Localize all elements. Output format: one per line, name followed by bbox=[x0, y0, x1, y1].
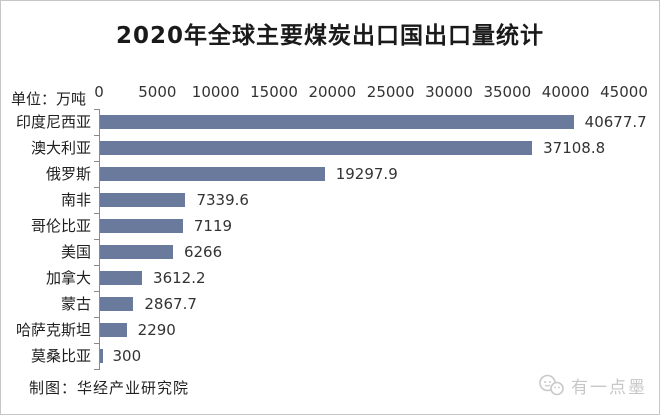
y-axis-tick-mark bbox=[94, 317, 100, 318]
bar-row: 7119 bbox=[100, 213, 624, 239]
bar bbox=[100, 271, 143, 285]
x-tick-label: 30000 bbox=[425, 83, 473, 101]
y-axis-tick-mark bbox=[94, 343, 100, 344]
category-label: 哥伦比亚 bbox=[30, 217, 91, 235]
x-tick-label: 15000 bbox=[250, 83, 298, 101]
x-tick-label: 25000 bbox=[366, 83, 415, 101]
y-axis-tick-mark bbox=[94, 109, 100, 110]
chart-title: 2020年全球主要煤炭出口国出口量统计 bbox=[115, 23, 544, 49]
bar bbox=[100, 349, 104, 363]
y-axis-tick-mark bbox=[94, 187, 100, 188]
source-label: 制图：华经产业研究院 bbox=[29, 379, 190, 397]
x-axis-ticks: 0 5000 10000 15000 20000 25000 30000 35000 40000… bbox=[94, 83, 648, 103]
category-label: 加拿大 bbox=[45, 269, 91, 287]
bar bbox=[100, 115, 574, 129]
bar-row: 37108.8 bbox=[100, 135, 624, 161]
bar-row: 300 bbox=[100, 343, 624, 369]
category-label: 印度尼西亚 bbox=[15, 113, 91, 131]
bar bbox=[100, 193, 186, 207]
bar-value-label: 6266 bbox=[183, 243, 223, 261]
bar bbox=[100, 245, 173, 259]
bar-row: 2867.7 bbox=[100, 291, 624, 317]
bar bbox=[100, 297, 134, 311]
x-tick-label: 45000 bbox=[600, 83, 648, 101]
bar-value-label: 37108.8 bbox=[543, 139, 606, 157]
x-tick-label: 10000 bbox=[191, 83, 240, 101]
watermark-text: 有一点墨 bbox=[571, 378, 647, 398]
bar-value-label: 7339.6 bbox=[196, 191, 249, 209]
category-label: 美国 bbox=[60, 243, 91, 261]
x-tick-label: 0 bbox=[94, 83, 104, 101]
plot-area: 40677.7 37108.8 19297.9 7339.6 7119 6266 3612.… bbox=[94, 109, 647, 370]
y-axis-tick-mark bbox=[94, 161, 100, 162]
bar-value-label: 19297.9 bbox=[335, 165, 398, 183]
y-axis-tick-mark bbox=[94, 135, 100, 136]
category-label: 蒙古 bbox=[60, 295, 91, 313]
y-axis-tick-mark bbox=[94, 239, 100, 240]
x-tick-label: 40000 bbox=[541, 83, 590, 101]
bar bbox=[100, 141, 533, 155]
category-label: 南非 bbox=[60, 191, 91, 209]
x-tick-label: 5000 bbox=[138, 83, 177, 101]
bar-value-label: 40677.7 bbox=[584, 113, 647, 131]
unit-label: 单位：万吨 bbox=[11, 90, 87, 108]
watermark: 有一点墨 bbox=[538, 373, 647, 398]
category-label: 哈萨克斯坦 bbox=[15, 321, 91, 339]
bar-value-label: 7119 bbox=[193, 217, 233, 235]
bar-row: 6266 bbox=[100, 239, 624, 265]
y-axis-tick-mark bbox=[94, 213, 100, 214]
bar-row: 40677.7 bbox=[100, 109, 647, 135]
bar-value-label: 3612.2 bbox=[153, 269, 206, 287]
category-label: 莫桑比亚 bbox=[30, 347, 91, 365]
bar bbox=[100, 323, 127, 337]
x-tick-label: 20000 bbox=[308, 83, 357, 101]
bar bbox=[100, 219, 183, 233]
category-label: 俄罗斯 bbox=[45, 165, 91, 183]
bar-row: 2290 bbox=[100, 317, 624, 343]
bar-value-label: 300 bbox=[112, 347, 142, 365]
bar bbox=[100, 167, 325, 181]
x-tick-label: 35000 bbox=[483, 83, 532, 101]
bar-row: 19297.9 bbox=[100, 161, 624, 187]
category-label: 澳大利亚 bbox=[30, 139, 91, 157]
bar-row: 3612.2 bbox=[100, 265, 624, 291]
y-axis-tick-mark bbox=[94, 369, 100, 370]
y-axis-tick-mark bbox=[94, 265, 100, 266]
bar-value-label: 2290 bbox=[137, 321, 176, 339]
ink-logo-icon bbox=[538, 374, 565, 397]
bar-value-label: 2867.7 bbox=[144, 295, 197, 313]
bar-row: 7339.6 bbox=[100, 187, 624, 213]
y-axis-tick-mark bbox=[94, 291, 100, 292]
